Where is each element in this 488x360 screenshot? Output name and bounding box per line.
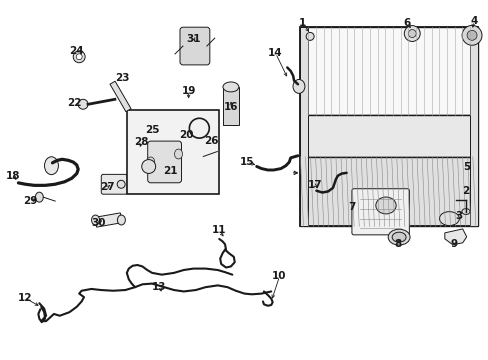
Ellipse shape bbox=[305, 32, 313, 40]
Text: 29: 29 bbox=[23, 197, 38, 206]
Text: 11: 11 bbox=[211, 225, 226, 235]
Text: 8: 8 bbox=[393, 239, 401, 249]
Ellipse shape bbox=[142, 159, 155, 174]
Polygon shape bbox=[444, 229, 466, 245]
Bar bbox=[95, 213, 122, 227]
Text: 17: 17 bbox=[307, 180, 322, 190]
FancyBboxPatch shape bbox=[180, 27, 209, 65]
Ellipse shape bbox=[73, 51, 85, 63]
Ellipse shape bbox=[387, 229, 409, 245]
Bar bbox=[126, 111, 219, 194]
Text: 5: 5 bbox=[463, 162, 470, 172]
Bar bbox=[300, 114, 477, 157]
Ellipse shape bbox=[466, 30, 476, 40]
Ellipse shape bbox=[134, 137, 145, 152]
Ellipse shape bbox=[404, 26, 419, 41]
Bar bbox=[469, 27, 477, 226]
Ellipse shape bbox=[439, 212, 458, 225]
Ellipse shape bbox=[117, 215, 125, 225]
Text: 24: 24 bbox=[69, 46, 84, 57]
Text: 27: 27 bbox=[100, 182, 115, 192]
Text: 30: 30 bbox=[91, 218, 106, 228]
Text: 15: 15 bbox=[239, 157, 254, 167]
Bar bbox=[300, 27, 308, 226]
Text: 20: 20 bbox=[179, 130, 193, 140]
Text: 7: 7 bbox=[347, 202, 354, 212]
Text: 12: 12 bbox=[18, 293, 32, 303]
Text: 9: 9 bbox=[449, 239, 456, 249]
Ellipse shape bbox=[223, 82, 238, 92]
Text: 25: 25 bbox=[144, 125, 159, 135]
Ellipse shape bbox=[91, 215, 100, 225]
Ellipse shape bbox=[44, 157, 58, 175]
Ellipse shape bbox=[407, 30, 415, 37]
Ellipse shape bbox=[78, 99, 88, 109]
Ellipse shape bbox=[292, 80, 305, 93]
Text: 16: 16 bbox=[224, 102, 238, 112]
Text: 19: 19 bbox=[181, 86, 195, 96]
Bar bbox=[300, 157, 477, 226]
Bar bbox=[300, 27, 477, 226]
Text: 13: 13 bbox=[152, 282, 166, 292]
Ellipse shape bbox=[117, 180, 125, 188]
Text: 2: 2 bbox=[461, 186, 468, 196]
FancyBboxPatch shape bbox=[101, 174, 127, 194]
Bar bbox=[300, 27, 477, 114]
Text: 22: 22 bbox=[67, 98, 81, 108]
Ellipse shape bbox=[174, 149, 182, 159]
FancyBboxPatch shape bbox=[147, 141, 181, 183]
Ellipse shape bbox=[35, 192, 43, 202]
Text: 6: 6 bbox=[403, 18, 410, 28]
Text: 31: 31 bbox=[186, 34, 201, 44]
Bar bbox=[223, 87, 238, 125]
Ellipse shape bbox=[461, 26, 481, 45]
Text: 18: 18 bbox=[6, 171, 21, 181]
Text: 14: 14 bbox=[268, 48, 283, 58]
Bar bbox=[110, 81, 131, 112]
Text: 26: 26 bbox=[204, 136, 218, 146]
Ellipse shape bbox=[375, 197, 395, 214]
Ellipse shape bbox=[461, 208, 469, 215]
Ellipse shape bbox=[391, 232, 405, 242]
Text: 10: 10 bbox=[272, 271, 286, 282]
Ellipse shape bbox=[146, 157, 154, 167]
Text: 4: 4 bbox=[469, 16, 477, 26]
Text: 1: 1 bbox=[299, 18, 306, 28]
Text: 3: 3 bbox=[454, 211, 461, 221]
Text: 23: 23 bbox=[115, 73, 129, 83]
Text: 28: 28 bbox=[134, 138, 148, 148]
FancyBboxPatch shape bbox=[351, 189, 408, 235]
Ellipse shape bbox=[76, 54, 82, 60]
Text: 21: 21 bbox=[163, 166, 178, 176]
